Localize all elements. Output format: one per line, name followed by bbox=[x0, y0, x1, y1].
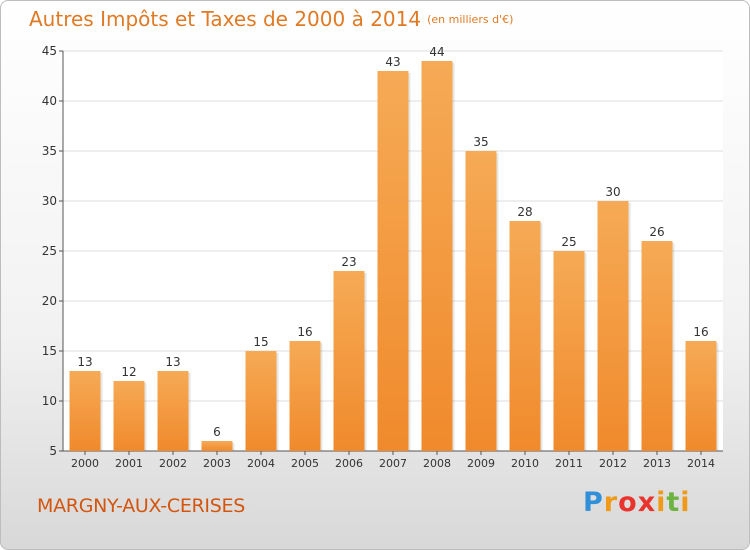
bar-2007 bbox=[377, 71, 409, 451]
data-label: 23 bbox=[341, 255, 356, 269]
data-label: 13 bbox=[77, 355, 92, 369]
city-name: MARGNY-AUX-CERISES bbox=[37, 495, 245, 517]
x-tick-label: 2006 bbox=[335, 457, 363, 470]
bar-2004 bbox=[245, 351, 277, 451]
data-label: 15 bbox=[253, 335, 268, 349]
x-tick-label: 2001 bbox=[115, 457, 143, 470]
x-tick-label: 2002 bbox=[159, 457, 187, 470]
bar-2014 bbox=[685, 341, 717, 451]
data-label: 16 bbox=[297, 325, 312, 339]
data-label: 44 bbox=[429, 45, 444, 59]
data-label: 25 bbox=[561, 235, 576, 249]
x-tick-label: 2014 bbox=[687, 457, 715, 470]
logo-letter: o bbox=[618, 487, 638, 518]
data-label: 35 bbox=[473, 135, 488, 149]
bar-2000 bbox=[69, 371, 101, 451]
data-label: 13 bbox=[165, 355, 180, 369]
data-label: 28 bbox=[517, 205, 532, 219]
y-tick-label: 20 bbox=[42, 294, 57, 308]
bar-2011 bbox=[553, 251, 585, 451]
y-tick-label: 35 bbox=[42, 144, 57, 158]
x-tick-label: 2013 bbox=[643, 457, 671, 470]
logo-letter: P bbox=[583, 487, 604, 518]
bar-2002 bbox=[157, 371, 189, 451]
chart-title-text: Autres Impôts et Taxes de 2000 à 2014 bbox=[29, 7, 422, 31]
x-tick-label: 2000 bbox=[71, 457, 99, 470]
data-label: 16 bbox=[693, 325, 708, 339]
x-tick-label: 2011 bbox=[555, 457, 583, 470]
y-tick-label: 15 bbox=[42, 344, 57, 358]
logo-letter: i bbox=[680, 487, 691, 518]
bar-2013 bbox=[641, 241, 673, 451]
logo-letter: x bbox=[637, 487, 657, 518]
y-tick-label: 30 bbox=[42, 194, 57, 208]
bar-2012 bbox=[597, 201, 629, 451]
bar-2005 bbox=[289, 341, 321, 451]
bar-2010 bbox=[509, 221, 541, 451]
data-label: 26 bbox=[649, 225, 664, 239]
y-tick-label: 5 bbox=[49, 444, 57, 458]
y-tick-label: 45 bbox=[42, 44, 57, 58]
data-label: 43 bbox=[385, 55, 400, 69]
x-tick-label: 2010 bbox=[511, 457, 539, 470]
logo-letter: i bbox=[656, 487, 667, 518]
bar-2006 bbox=[333, 271, 365, 451]
y-tick-label: 10 bbox=[42, 394, 57, 408]
y-tick-label: 25 bbox=[42, 244, 57, 258]
x-tick-label: 2007 bbox=[379, 457, 407, 470]
bar-2008 bbox=[421, 61, 453, 451]
bar-2001 bbox=[113, 381, 145, 451]
logo-letter: t bbox=[666, 487, 681, 518]
x-tick-label: 2003 bbox=[203, 457, 231, 470]
logo-letter: r bbox=[603, 487, 619, 518]
data-label: 30 bbox=[605, 185, 620, 199]
x-tick-label: 2012 bbox=[599, 457, 627, 470]
x-tick-label: 2005 bbox=[291, 457, 319, 470]
proxiti-logo: Proxiti bbox=[583, 487, 691, 518]
bar-2003 bbox=[201, 441, 233, 451]
unit-note: (en milliers d'€) bbox=[427, 13, 514, 26]
y-tick-label: 40 bbox=[42, 94, 57, 108]
x-tick-label: 2004 bbox=[247, 457, 275, 470]
x-tick-label: 2009 bbox=[467, 457, 495, 470]
data-label: 12 bbox=[121, 365, 136, 379]
x-tick-label: 2008 bbox=[423, 457, 451, 470]
data-label: 6 bbox=[213, 425, 221, 439]
chart-title: Autres Impôts et Taxes de 2000 à 2014 (en… bbox=[29, 7, 513, 31]
bar-2009 bbox=[465, 151, 497, 451]
